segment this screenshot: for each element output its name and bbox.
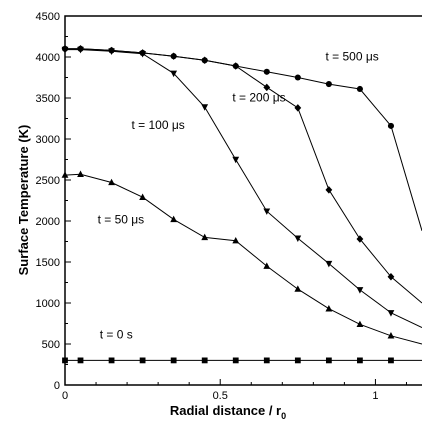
marker-triangle-down [294, 235, 302, 242]
marker-square [108, 357, 115, 364]
y-tick-label: 2000 [36, 216, 60, 228]
marker-triangle-down [201, 104, 209, 111]
marker-circle [201, 57, 208, 64]
series-group [62, 357, 422, 364]
marker-square [263, 357, 270, 364]
y-tick-label: 500 [42, 339, 60, 351]
marker-square [139, 357, 146, 364]
marker-diamond [356, 235, 364, 243]
marker-circle [294, 74, 301, 81]
curve-label: t = 500 μs [326, 49, 379, 63]
marker-square [170, 357, 177, 364]
y-tick-label: 4000 [36, 52, 60, 64]
x-tick-label: 0.5 [213, 390, 228, 402]
curve-label: t = 100 μs [131, 118, 184, 132]
marker-square [388, 357, 394, 364]
y-tick-label: 1000 [36, 298, 60, 310]
y-axis-title: Surface Temperature (K) [16, 125, 31, 276]
y-tick-label: 4500 [36, 11, 60, 23]
marker-circle [356, 85, 363, 93]
marker-triangle-up [356, 320, 364, 328]
series-line [65, 48, 422, 304]
annotation-layer: t = 0 s t = 50 μs t = 100 μs t = 200 μs t = … [98, 49, 379, 341]
marker-square [325, 357, 332, 364]
marker-triangle-down [325, 260, 333, 268]
series-group [61, 45, 422, 231]
marker-triangle-up [139, 193, 147, 200]
x-axis-title-main: Radial distance / r [170, 403, 281, 418]
marker-triangle-up [201, 233, 209, 241]
marker-triangle-up [77, 170, 84, 177]
marker-triangle-down [170, 70, 178, 78]
marker-square [357, 357, 363, 364]
series-layer [61, 45, 422, 364]
marker-triangle-down [356, 287, 364, 294]
x-tick-label: 0 [62, 390, 68, 402]
curve-label: t = 50 μs [98, 212, 145, 226]
x-axis-title-subscript: 0 [281, 411, 286, 421]
marker-triangle-up [170, 215, 178, 223]
y-tick-label: 3500 [36, 93, 60, 105]
marker-diamond [263, 83, 271, 92]
marker-triangle-up [232, 236, 240, 244]
marker-circle [263, 68, 270, 75]
ticks-layer: 0 500 1000 1500 2000 2500 3000 3500 4000 4500 0 0.5… [36, 11, 407, 402]
y-tick-label: 0 [54, 380, 60, 392]
curve-label: t = 200 μs [232, 90, 285, 104]
curve-label: t = 0 s [100, 327, 133, 341]
marker-triangle-down [387, 310, 395, 317]
series-line [65, 48, 422, 231]
marker-square [201, 357, 208, 364]
x-axis-title: Radial distance / r0 [170, 403, 286, 421]
marker-triangle-down [232, 156, 240, 164]
y-tick-label: 2500 [36, 175, 60, 187]
marker-triangle-up [263, 262, 271, 269]
marker-circle [139, 49, 146, 56]
marker-circle [170, 53, 177, 60]
marker-diamond [387, 273, 395, 281]
series-group [61, 45, 422, 304]
marker-triangle-up [325, 305, 333, 312]
marker-circle [108, 47, 115, 54]
x-tick-label: 1 [372, 390, 378, 402]
marker-square [294, 357, 301, 364]
marker-square [77, 357, 84, 364]
marker-circle [232, 62, 239, 70]
marker-circle [387, 122, 395, 129]
y-tick-label: 1500 [36, 257, 60, 269]
marker-square [232, 357, 239, 364]
marker-triangle-up [387, 332, 395, 339]
marker-triangle-up [294, 285, 302, 292]
marker-diamond [294, 104, 302, 112]
series-group [61, 46, 422, 329]
marker-triangle-down [263, 208, 271, 215]
marker-diamond [325, 186, 333, 194]
series-group [61, 170, 422, 345]
series-line [64, 173, 422, 345]
marker-triangle-up [108, 178, 115, 186]
marker-circle [77, 45, 84, 52]
y-tick-label: 3000 [36, 134, 60, 146]
marker-circle [325, 81, 332, 88]
